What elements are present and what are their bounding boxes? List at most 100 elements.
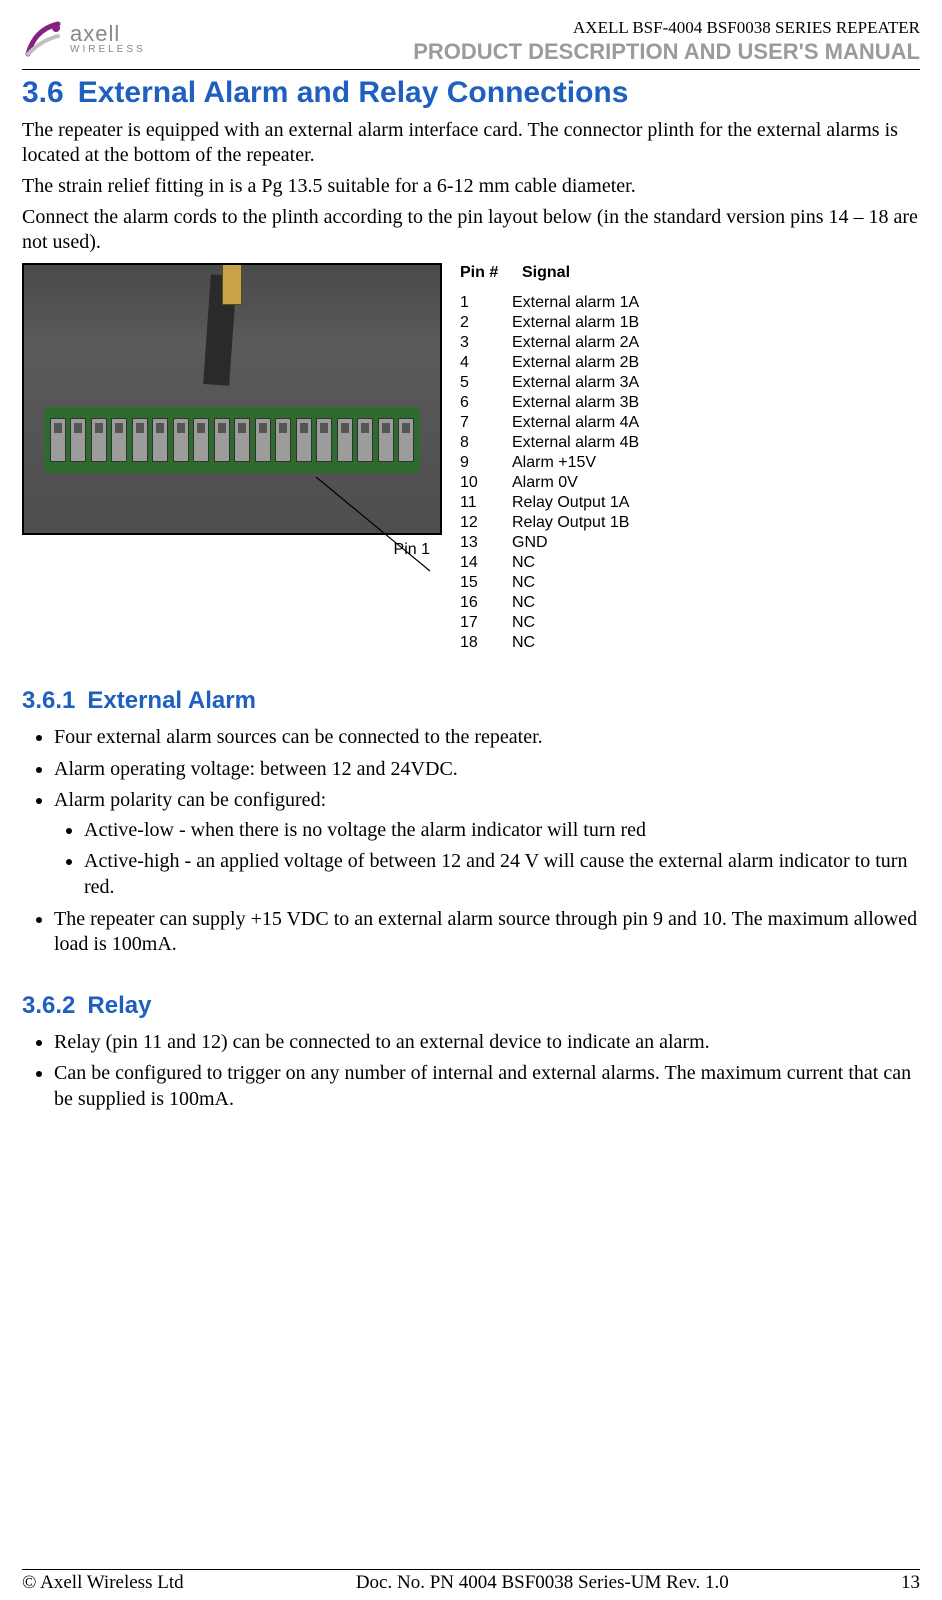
- list-item: Can be configured to trigger on any numb…: [54, 1061, 920, 1112]
- pin-row: 10 Alarm 0V: [460, 473, 639, 493]
- header-right: AXELL BSF-4004 BSF0038 SERIES REPEATER P…: [413, 18, 920, 65]
- page-footer: © Axell Wireless Ltd Doc. No. PN 4004 BS…: [22, 1569, 920, 1594]
- list-item: Relay (pin 11 and 12) can be connected t…: [54, 1030, 920, 1056]
- para-2: The strain relief fitting in is a Pg 13.…: [22, 174, 920, 199]
- terminal-icon: [173, 418, 189, 462]
- pin-signal: GND: [512, 533, 548, 553]
- list-item: Active-high - an applied voltage of betw…: [84, 849, 920, 900]
- pin-signal: Relay Output 1A: [512, 493, 629, 513]
- pin-num: 11: [460, 493, 494, 513]
- pin-row: 3External alarm 2A: [460, 333, 639, 353]
- terminal-icon: [316, 418, 332, 462]
- pin-signal: NC: [512, 633, 535, 653]
- pin-num: 7: [460, 413, 494, 433]
- section-title: External Alarm and Relay Connections: [78, 76, 629, 109]
- pin-num: 9: [460, 453, 494, 473]
- pin-row: 6 External alarm 3B: [460, 393, 639, 413]
- terminal-icon: [255, 418, 271, 462]
- terminal-icon: [275, 418, 291, 462]
- terminal-icon: [234, 418, 250, 462]
- terminal-icon: [214, 418, 230, 462]
- photo-wrap: Pin 1: [22, 263, 442, 559]
- pin-num: 14: [460, 553, 494, 573]
- sub2-title: Relay: [87, 992, 151, 1019]
- terminal-strip-icon: [44, 407, 420, 473]
- list-item: The repeater can supply +15 VDC to an ex…: [54, 907, 920, 958]
- pin-num: 17: [460, 613, 494, 633]
- pin-signal: Alarm 0V: [512, 473, 578, 493]
- pin-num: 1: [460, 293, 494, 313]
- footer-right: 13: [901, 1572, 920, 1594]
- footer-rule: [22, 1569, 920, 1570]
- pin-row: 18 NC: [460, 633, 639, 653]
- pin-row: 14 NC: [460, 553, 639, 573]
- sub1-list: Four external alarm sources can be conne…: [22, 725, 920, 958]
- pin-row: 12 Relay Output 1B: [460, 513, 639, 533]
- pin-num: 6: [460, 393, 494, 413]
- pin-row: 11 Relay Output 1A: [460, 493, 639, 513]
- subsection-1-heading: 3.6.1External Alarm: [22, 687, 920, 715]
- col-pin: Pin #: [460, 263, 504, 283]
- terminal-icon: [70, 418, 86, 462]
- pin-signal: External alarm 4B: [512, 433, 639, 453]
- doc-subtitle: PRODUCT DESCRIPTION AND USER'S MANUAL: [413, 39, 920, 65]
- pin-row: 2External alarm 1B: [460, 313, 639, 333]
- logo-sub: WIRELESS: [70, 45, 146, 55]
- terminal-icon: [50, 418, 66, 462]
- logo-icon: [22, 18, 64, 60]
- pin-signal: Alarm +15V: [512, 453, 596, 473]
- pin-num: 12: [460, 513, 494, 533]
- sub2-num: 3.6.2: [22, 992, 75, 1019]
- footer-center: Doc. No. PN 4004 BSF0038 Series-UM Rev. …: [356, 1572, 729, 1594]
- col-signal: Signal: [522, 263, 570, 283]
- pin-num: 10: [460, 473, 494, 493]
- pin-row: 17 NC: [460, 613, 639, 633]
- header-rule: [22, 69, 920, 70]
- pin-signal: NC: [512, 553, 535, 573]
- pin-signal: External alarm 1A: [512, 293, 639, 313]
- pin-num: 16: [460, 593, 494, 613]
- pin-num: 15: [460, 573, 494, 593]
- pin-row: 8 External alarm 4B: [460, 433, 639, 453]
- list-item: Alarm polarity can be configured:Active-…: [54, 788, 920, 900]
- pin-table-header: Pin # Signal: [460, 263, 639, 283]
- section-heading: 3.6External Alarm and Relay Connections: [22, 76, 920, 110]
- page-header: axell WIRELESS AXELL BSF-4004 BSF0038 SE…: [22, 18, 920, 65]
- footer-left: © Axell Wireless Ltd: [22, 1572, 184, 1594]
- pin-num: 13: [460, 533, 494, 553]
- pin-signal: NC: [512, 593, 535, 613]
- pin-signal: External alarm 4A: [512, 413, 639, 433]
- pin-row: 15 NC: [460, 573, 639, 593]
- logo: axell WIRELESS: [22, 18, 146, 60]
- pin-signal: NC: [512, 613, 535, 633]
- terminal-icon: [296, 418, 312, 462]
- terminal-icon: [111, 418, 127, 462]
- pin-table: Pin # Signal 1 External alarm 1A2External…: [460, 263, 639, 653]
- pin-signal: Relay Output 1B: [512, 513, 629, 533]
- pin-signal: External alarm 1B: [512, 313, 639, 333]
- pin-row: 13 GND: [460, 533, 639, 553]
- terminal-icon: [91, 418, 107, 462]
- pin-signal: External alarm 2B: [512, 353, 639, 373]
- doc-id: AXELL BSF-4004 BSF0038 SERIES REPEATER: [413, 18, 920, 38]
- pin-num: 18: [460, 633, 494, 653]
- pin-row: 1 External alarm 1A: [460, 293, 639, 313]
- pin-signal: External alarm 3B: [512, 393, 639, 413]
- sub2-list: Relay (pin 11 and 12) can be connected t…: [22, 1030, 920, 1113]
- logo-word: axell WIRELESS: [70, 23, 146, 55]
- pin-num: 8: [460, 433, 494, 453]
- pin-signal: External alarm 3A: [512, 373, 639, 393]
- sub1-title: External Alarm: [87, 687, 256, 714]
- pin-num: 5: [460, 373, 494, 393]
- pin1-label: Pin 1: [22, 541, 442, 559]
- connector-photo: [22, 263, 442, 535]
- list-item: Four external alarm sources can be conne…: [54, 725, 920, 751]
- terminal-icon: [152, 418, 168, 462]
- subsection-2-heading: 3.6.2 Relay: [22, 992, 920, 1020]
- figure-row: Pin 1 Pin # Signal 1 External alarm 1A2Ex…: [22, 263, 920, 653]
- terminal-icon: [337, 418, 353, 462]
- pin-signal: NC: [512, 573, 535, 593]
- pin-row: 4External alarm 2B: [460, 353, 639, 373]
- pin-row: 7 External alarm 4A: [460, 413, 639, 433]
- terminal-icon: [132, 418, 148, 462]
